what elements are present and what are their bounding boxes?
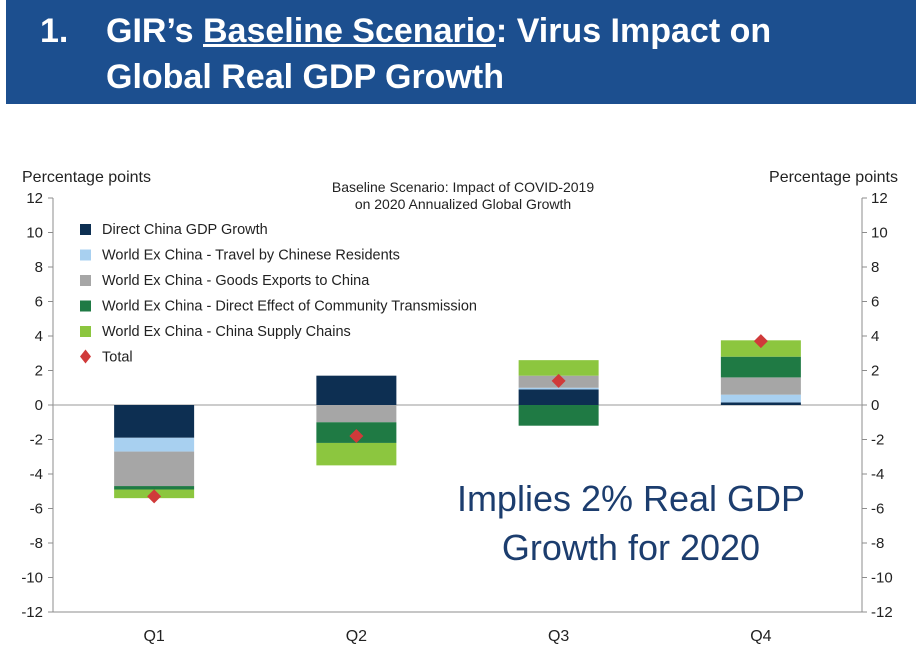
chart: 12 12 10 10 8 8 6 6 4 4 2 2 0 0 -2 -2 -4 -4 -6 -6 -8 -8 -10 -10…: [21, 169, 898, 645]
header-banner: 1. GIR’s Baseline Scenario: Virus Impact …: [6, 0, 916, 104]
left-tick-label: -10: [21, 570, 43, 587]
bar-segment: [518, 360, 599, 376]
bar-segment: [114, 486, 195, 490]
header-title-underlined: Baseline Scenario: [203, 12, 496, 50]
bar-segment: [720, 377, 801, 395]
legend-swatch: [80, 275, 91, 286]
bar-segment: [114, 437, 195, 452]
right-tick-label: -8: [871, 535, 884, 552]
left-tick-label: -2: [30, 432, 43, 449]
left-tick-label: -4: [30, 466, 43, 483]
bar-segment: [720, 402, 801, 405]
left-tick-label: -6: [30, 501, 43, 518]
total-marker: [147, 489, 162, 504]
left-tick-label: 8: [35, 259, 43, 276]
header-title-line-2: Global Real GDP Growth: [40, 54, 916, 100]
right-tick-label: -6: [871, 501, 884, 518]
total-marker: [349, 429, 364, 444]
left-tick-label: 0: [35, 397, 43, 414]
left-tick-label: -8: [30, 535, 43, 552]
bar-segment: [114, 451, 195, 487]
labels-layer: 12 12 10 10 8 8 6 6 4 4 2 2 0 0 -2 -2 -4 -4 -6 -6 -8 -8 -10 -10…: [21, 169, 898, 645]
total-marker: [753, 334, 768, 349]
x-tick-label: Q4: [750, 628, 771, 645]
right-tick-label: 6: [871, 294, 879, 311]
chart-title-line: Baseline Scenario: Impact of COVID-2019: [332, 179, 594, 195]
left-tick-label: 10: [26, 225, 43, 242]
header-title-line-1: 1. GIR’s Baseline Scenario: Virus Impact …: [40, 8, 916, 54]
bars-layer: [114, 334, 801, 504]
legend-label: World Ex China - China Supply Chains: [102, 324, 351, 340]
bar-segment: [720, 340, 801, 357]
right-tick-label: 4: [871, 328, 879, 345]
bar-segment: [720, 394, 801, 403]
right-tick-label: -2: [871, 432, 884, 449]
bar-segment: [316, 442, 397, 466]
legend-label: World Ex China - Travel by Chinese Resid…: [102, 248, 400, 264]
legend-label: Direct China GDP Growth: [102, 222, 268, 238]
bar-segment: [114, 405, 195, 438]
legend-total-marker: [80, 349, 91, 364]
header-title-second-line: Global Real GDP Growth: [106, 58, 504, 96]
bar-segment: [316, 405, 397, 423]
left-tick-label: 4: [35, 328, 43, 345]
bar-segment: [720, 356, 801, 378]
right-tick-label: -10: [871, 570, 893, 587]
legend-label: World Ex China - Direct Effect of Commun…: [102, 299, 477, 315]
right-tick-label: 2: [871, 363, 879, 380]
chart-title-line: on 2020 Annualized Global Growth: [355, 196, 571, 212]
left-tick-label: -12: [21, 604, 43, 621]
header-title-end: : Virus Impact on: [495, 12, 772, 50]
legend-label: World Ex China - Goods Exports to China: [102, 273, 370, 289]
x-tick-label: Q3: [548, 628, 569, 645]
left-tick-label: 2: [35, 363, 43, 380]
bar-segment: [518, 387, 599, 390]
legend-swatch: [80, 224, 91, 235]
right-tick-label: 0: [871, 397, 879, 414]
bar-segment: [518, 405, 599, 426]
legend-swatch: [80, 326, 91, 337]
header-title-start: GIR’s: [106, 12, 203, 50]
right-tick-label: 12: [871, 190, 888, 207]
bar-segment: [518, 389, 599, 405]
total-marker: [551, 373, 566, 388]
right-tick-label: -4: [871, 466, 884, 483]
right-tick-label: 8: [871, 259, 879, 276]
right-axis-unit-label: Percentage points: [769, 169, 898, 186]
right-tick-label: 10: [871, 225, 888, 242]
legend-swatch: [80, 249, 91, 261]
legend-label: Total: [102, 350, 133, 366]
bar-segment: [316, 375, 397, 405]
header-number: 1.: [40, 12, 69, 50]
x-tick-label: Q1: [143, 628, 164, 645]
annotation-line: Implies 2% Real GDP: [457, 478, 805, 519]
legend-swatch: [80, 300, 91, 312]
right-tick-label: -12: [871, 604, 893, 621]
left-tick-label: 6: [35, 294, 43, 311]
left-tick-label: 12: [26, 190, 43, 207]
x-tick-label: Q2: [346, 628, 367, 645]
left-axis-unit-label: Percentage points: [22, 169, 151, 186]
annotation-line: Growth for 2020: [502, 527, 760, 568]
